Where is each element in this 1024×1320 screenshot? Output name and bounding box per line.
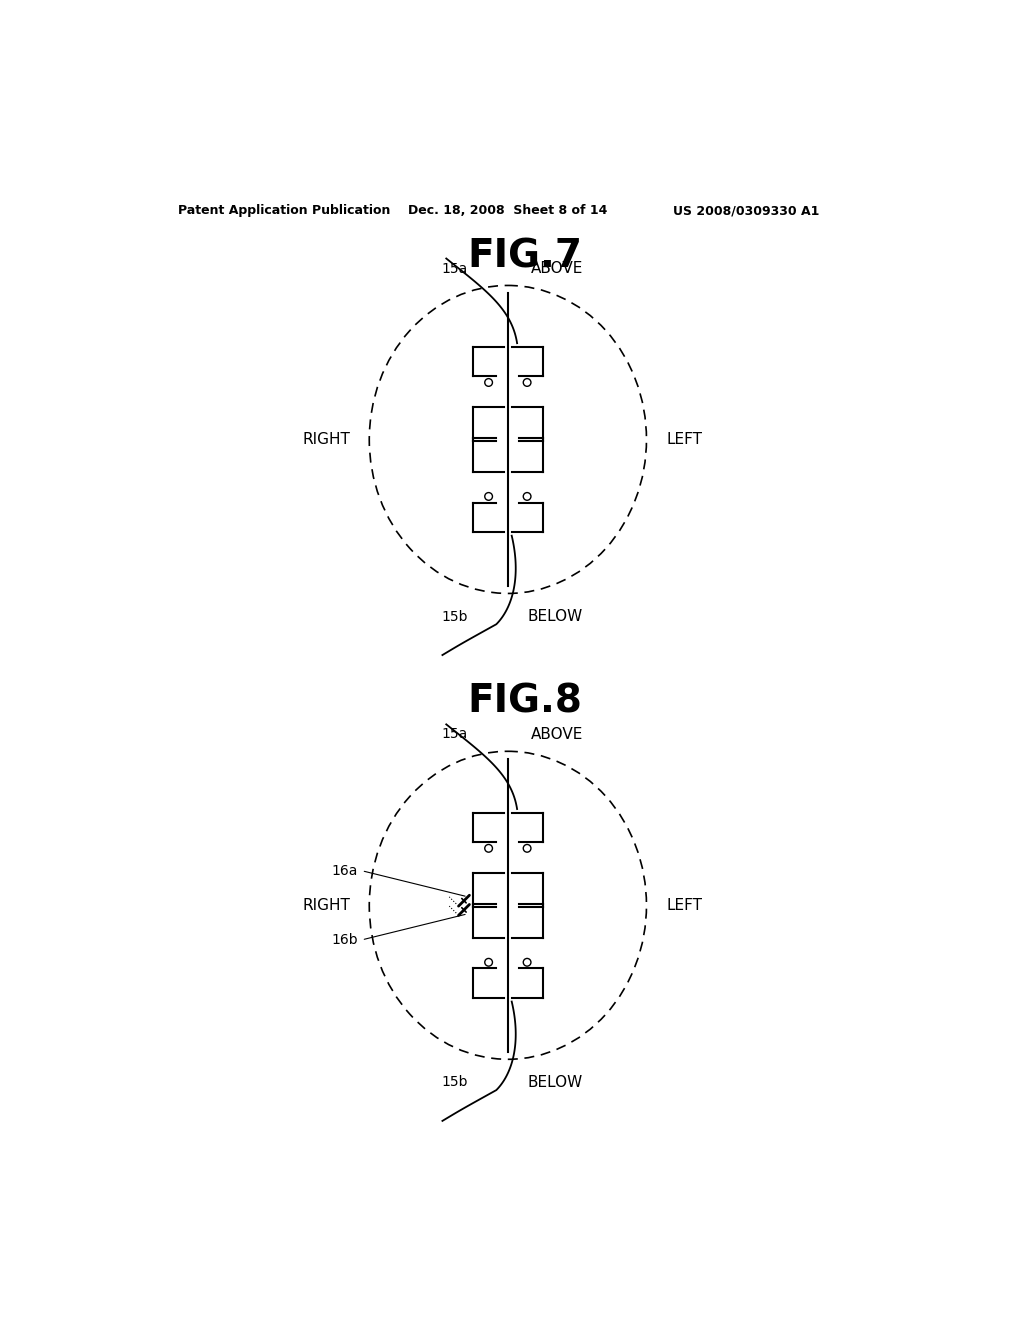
Text: LEFT: LEFT bbox=[667, 898, 702, 913]
Text: FIG.7: FIG.7 bbox=[467, 238, 583, 276]
Text: LEFT: LEFT bbox=[667, 432, 702, 447]
Text: US 2008/0309330 A1: US 2008/0309330 A1 bbox=[674, 205, 820, 218]
Text: ABOVE: ABOVE bbox=[531, 261, 584, 276]
Text: 15b: 15b bbox=[441, 610, 468, 623]
Text: RIGHT: RIGHT bbox=[303, 898, 351, 913]
Text: BELOW: BELOW bbox=[527, 1074, 583, 1090]
Text: 16a: 16a bbox=[332, 863, 357, 878]
Text: Patent Application Publication: Patent Application Publication bbox=[178, 205, 391, 218]
Text: ABOVE: ABOVE bbox=[531, 727, 584, 742]
Text: RIGHT: RIGHT bbox=[303, 432, 351, 447]
Text: 15a: 15a bbox=[441, 261, 468, 276]
Text: FIG.8: FIG.8 bbox=[467, 682, 583, 721]
Text: BELOW: BELOW bbox=[527, 609, 583, 624]
Text: Dec. 18, 2008  Sheet 8 of 14: Dec. 18, 2008 Sheet 8 of 14 bbox=[409, 205, 607, 218]
Text: 15b: 15b bbox=[441, 1076, 468, 1089]
Text: 16b: 16b bbox=[331, 933, 357, 946]
Text: 15a: 15a bbox=[441, 727, 468, 742]
